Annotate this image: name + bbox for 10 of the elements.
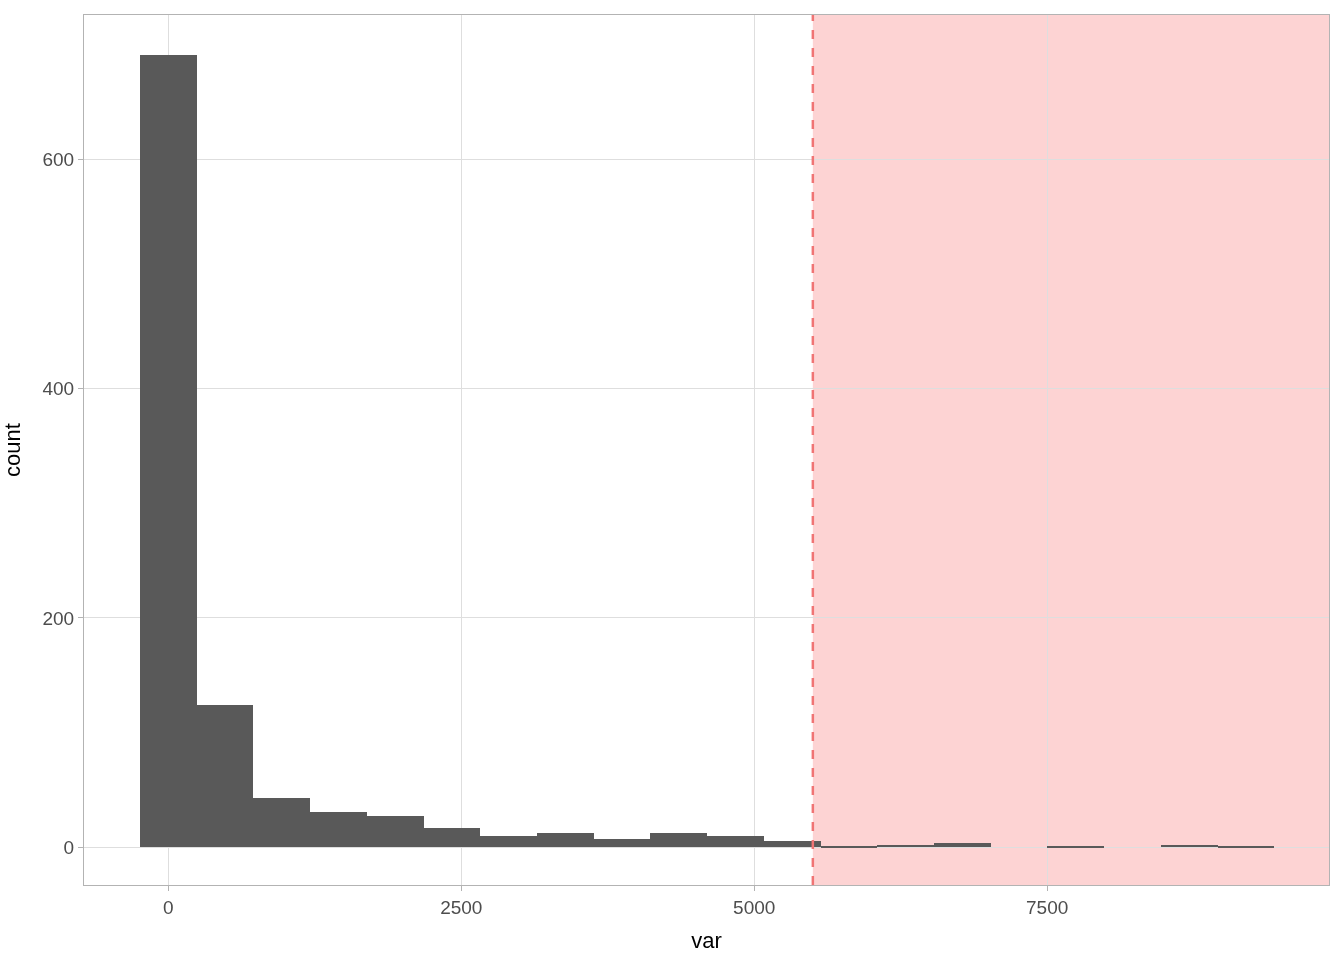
y-axis-title: count (0, 423, 26, 477)
x-axis-title: var (691, 927, 722, 953)
y-tick-label: 400 (42, 378, 75, 400)
y-tick-label: 0 (63, 836, 75, 858)
x-tick-label: 2500 (440, 896, 483, 918)
x-tick-label: 0 (163, 896, 174, 918)
y-tick-label: 200 (42, 607, 75, 629)
x-tick-label: 5000 (733, 896, 776, 918)
x-tick-label: 7500 (1026, 896, 1069, 918)
y-tick-label: 600 (42, 149, 75, 171)
